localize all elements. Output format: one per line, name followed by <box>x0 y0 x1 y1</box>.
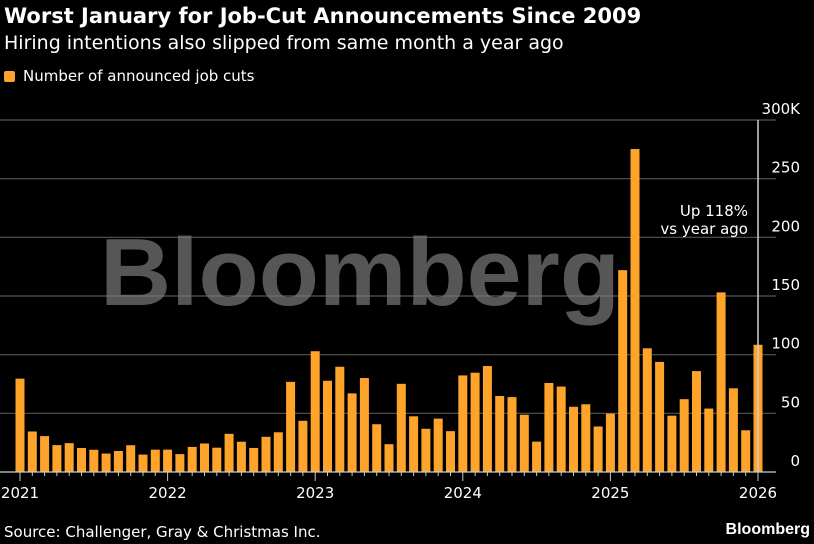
y-tick-label: 150 <box>771 276 800 294</box>
bar <box>261 436 271 472</box>
bar <box>716 292 726 472</box>
bar <box>27 431 37 472</box>
bar <box>692 371 701 472</box>
bar <box>200 443 209 472</box>
bar <box>64 443 74 472</box>
y-tick-label: 200 <box>771 217 800 235</box>
bar <box>347 393 357 472</box>
bar <box>150 449 160 472</box>
y-tick-label: 300K <box>762 100 802 118</box>
bar <box>630 149 640 472</box>
legend-swatch <box>4 70 15 82</box>
bar <box>446 431 455 472</box>
bar <box>335 366 345 472</box>
bar <box>642 348 652 472</box>
y-tick-label: 0 <box>790 452 800 470</box>
bar <box>101 453 111 472</box>
bar <box>286 381 296 472</box>
legend: Number of announced job cuts <box>4 67 255 85</box>
y-tick-label: 250 <box>771 159 800 177</box>
bar <box>458 375 468 472</box>
bar <box>655 361 665 472</box>
bar <box>581 404 591 472</box>
bar <box>421 428 431 472</box>
bar <box>519 414 529 472</box>
bar <box>728 388 738 472</box>
bar <box>667 415 677 472</box>
watermark: Bloomberg <box>100 219 620 326</box>
bar <box>359 378 369 472</box>
x-tick-label: 2021 <box>1 484 39 502</box>
bar <box>532 441 542 472</box>
annotation-line-2: vs year ago <box>660 220 748 238</box>
bar <box>212 447 222 472</box>
bar <box>741 430 751 472</box>
bar <box>409 416 419 472</box>
bar <box>470 372 480 472</box>
bar <box>249 447 259 472</box>
x-tick-label: 2022 <box>149 484 187 502</box>
bar <box>126 445 136 472</box>
bar <box>569 406 578 472</box>
bar <box>224 433 234 472</box>
y-tick-label: 50 <box>781 393 800 411</box>
x-tick-label: 2024 <box>444 484 482 502</box>
x-tick-label: 2026 <box>739 484 777 502</box>
bar <box>77 447 86 472</box>
bar <box>310 351 320 472</box>
bar <box>298 420 308 472</box>
bar <box>679 399 689 472</box>
y-tick-label: 100 <box>771 335 800 353</box>
bar <box>89 449 99 472</box>
bar <box>15 378 25 472</box>
bar <box>113 451 123 472</box>
bar <box>384 444 394 472</box>
annotation-line-1: Up 118% <box>680 202 748 220</box>
bar <box>138 454 148 472</box>
bar <box>593 426 603 472</box>
legend-label: Number of announced job cuts <box>23 67 255 85</box>
bar <box>273 432 283 472</box>
bar <box>605 413 615 472</box>
chart-title: Worst January for Job-Cut Announcements … <box>4 4 642 28</box>
bar <box>482 366 492 472</box>
bar <box>396 383 406 472</box>
bar <box>544 382 554 472</box>
bar <box>187 446 197 472</box>
bar <box>618 270 628 472</box>
bar <box>433 418 443 472</box>
bar <box>236 441 246 472</box>
bar <box>163 449 173 472</box>
bar <box>507 397 517 472</box>
brand-logo: Bloomberg <box>725 521 810 538</box>
bar <box>556 386 566 472</box>
bar <box>40 436 50 472</box>
bar <box>52 445 62 472</box>
bar <box>323 380 332 472</box>
x-tick-label: 2025 <box>591 484 629 502</box>
bar <box>372 424 382 472</box>
bar <box>495 395 505 472</box>
bar <box>704 408 714 472</box>
bar <box>175 454 185 472</box>
source-note: Source: Challenger, Gray & Christmas Inc… <box>4 523 321 541</box>
chart-subtitle: Hiring intentions also slipped from same… <box>4 32 564 54</box>
x-tick-label: 2023 <box>296 484 334 502</box>
